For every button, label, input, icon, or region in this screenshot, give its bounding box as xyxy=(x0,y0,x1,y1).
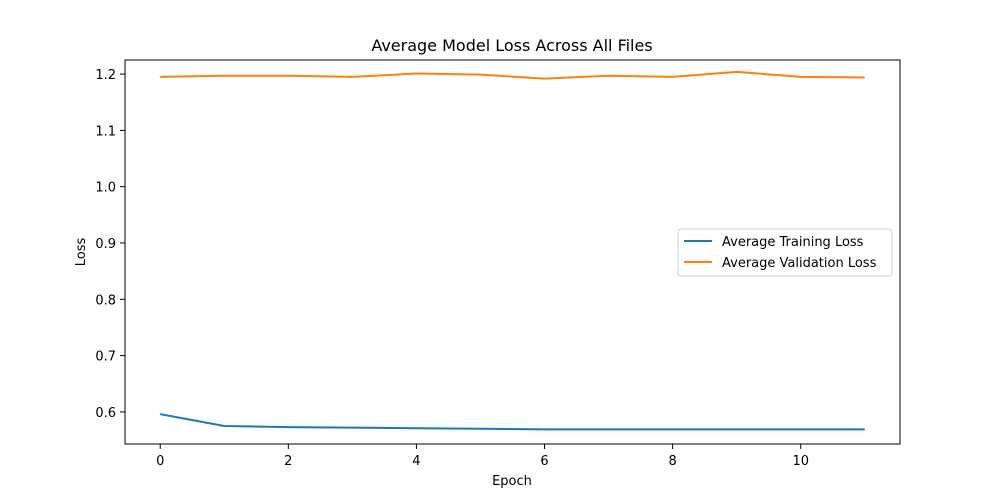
series-line-0 xyxy=(160,413,865,431)
x-tick-label: 2 xyxy=(284,454,292,469)
chart-title: Average Model Loss Across All Files xyxy=(371,36,652,55)
legend-label-validation: Average Validation Loss xyxy=(722,256,877,271)
y-tick-label: 1.1 xyxy=(95,124,116,139)
x-tick-label: 6 xyxy=(540,454,548,469)
x-tick-label: 8 xyxy=(668,454,676,469)
y-tick-label: 0.6 xyxy=(95,406,116,421)
y-axis-ticks: 0.6 0.7 0.8 0.9 1.0 1.1 1.2 xyxy=(95,68,125,421)
plot-frame xyxy=(124,59,901,445)
series-lines xyxy=(160,70,865,431)
legend: Average Training Loss Average Validation… xyxy=(677,228,893,277)
y-tick-label: 0.9 xyxy=(95,237,116,252)
x-tick-label: 10 xyxy=(792,454,809,469)
y-tick-label: 0.8 xyxy=(95,293,116,308)
y-tick-label: 1.2 xyxy=(95,68,116,83)
legend-box xyxy=(677,228,893,277)
x-tick-label: 4 xyxy=(412,454,420,469)
x-tick-label: 0 xyxy=(156,454,164,469)
legend-label-training: Average Training Loss xyxy=(722,235,864,250)
y-tick-label: 0.7 xyxy=(95,350,116,365)
y-axis-label: Loss xyxy=(74,238,89,267)
y-tick-label: 1.0 xyxy=(95,181,116,196)
x-axis-label: Epoch xyxy=(492,474,532,489)
x-axis-ticks: 0 2 4 6 8 10 xyxy=(156,444,809,469)
series-line-1 xyxy=(160,70,865,80)
